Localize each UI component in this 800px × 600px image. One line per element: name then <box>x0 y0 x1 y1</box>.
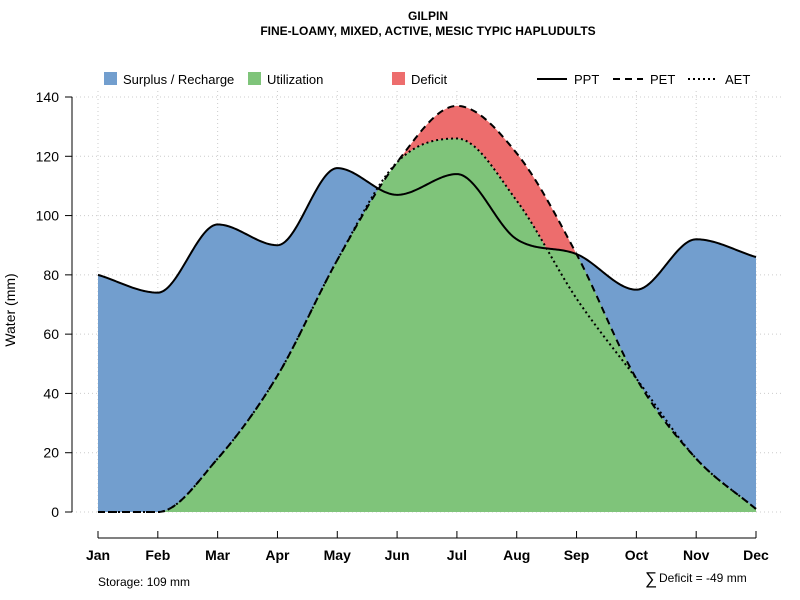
x-tick-label: Aug <box>503 547 530 563</box>
y-tick-label: 100 <box>36 208 60 224</box>
legend-label-deficit: Deficit <box>411 72 448 87</box>
area-utilization <box>98 138 756 513</box>
y-axis-label: Water (mm) <box>2 273 18 346</box>
x-tick-label: Nov <box>683 547 710 563</box>
y-tick-label: 40 <box>43 385 59 401</box>
legend-label-utilization: Utilization <box>267 72 323 87</box>
y-tick-label: 80 <box>43 267 59 283</box>
area-fills <box>98 105 756 513</box>
legend-swatch-surplus <box>104 72 117 85</box>
line-aet <box>98 137 757 513</box>
storage-note: Storage: 109 mm <box>98 575 190 589</box>
axes: 0 20 40 60 80 100 120 140 Jan Feb Mar Apr May Jun Jul A… <box>36 89 769 563</box>
legend-swatch-utilization <box>248 72 261 85</box>
x-tick-label: Dec <box>743 547 769 563</box>
x-tick-label: Feb <box>145 547 170 563</box>
series-lines <box>97 104 757 513</box>
chart-subtitle: FINE-LOAMY, MIXED, ACTIVE, MESIC TYPIC H… <box>260 24 595 38</box>
y-tick-label: 20 <box>43 445 59 461</box>
x-tick-label: Oct <box>625 547 649 563</box>
legend-label-aet: AET <box>725 72 750 87</box>
x-tick-label: Mar <box>205 547 230 563</box>
x-tick-label: Jun <box>385 547 410 563</box>
x-tick-label: Sep <box>564 547 590 563</box>
y-tick-label: 120 <box>36 148 60 164</box>
y-tick-label: 140 <box>36 89 60 105</box>
line-ppt <box>97 167 757 294</box>
x-tick-label: May <box>324 547 351 563</box>
x-tick-label: Jul <box>447 547 467 563</box>
legend-label-surplus: Surplus / Recharge <box>123 72 234 87</box>
y-tick-label: 60 <box>43 326 59 342</box>
deficit-note: Deficit = -49 mm <box>659 571 747 585</box>
legend-label-pet: PET <box>650 72 675 87</box>
x-tick-label: Jan <box>86 547 110 563</box>
x-tick-label: Apr <box>265 547 290 563</box>
chart-title: GILPIN <box>408 9 448 23</box>
legend: Surplus / Recharge Utilization Deficit P… <box>104 72 750 87</box>
legend-label-ppt: PPT <box>574 72 599 87</box>
legend-swatch-deficit <box>392 72 405 85</box>
deficit-sum-symbol: ∑ <box>645 569 657 588</box>
y-tick-label: 0 <box>51 504 59 520</box>
